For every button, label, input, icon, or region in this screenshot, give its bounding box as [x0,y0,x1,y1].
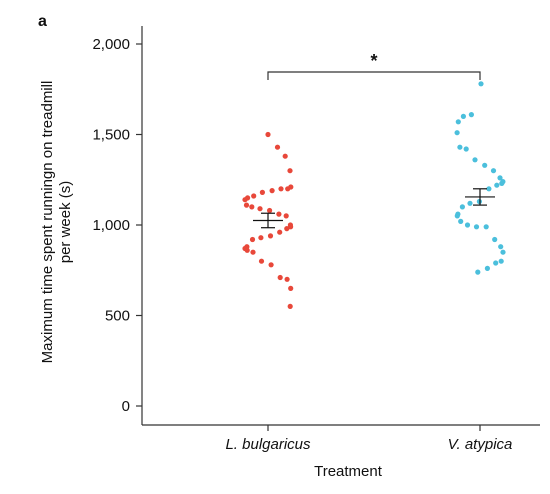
data-point [457,144,463,150]
y-axis: 0 500 1,000 1,500 2,000 [92,26,143,425]
data-point [276,211,282,217]
data-point [482,162,488,168]
data-point [250,249,256,255]
data-point [464,222,471,228]
data-point [483,224,489,230]
data-point [492,236,498,243]
significance-bracket: * [267,51,481,80]
data-point [277,274,283,281]
data-point [467,200,473,206]
data-point [288,285,294,291]
data-point [257,206,263,212]
data-point [459,204,465,210]
data-point [486,186,492,192]
data-point [484,265,490,271]
data-point [277,229,283,235]
data-point [499,180,505,186]
data-point [498,244,504,250]
data-point [473,224,480,230]
data-point [265,131,271,138]
y-ticks: 0 500 1,000 1,500 2,000 [92,36,142,415]
data-point [458,218,464,224]
data-point [258,258,265,264]
y-tick-label: 2,000 [92,36,130,53]
y-axis-title-line-1: Maximum time spent runningn on treadmill [39,81,56,364]
y-axis-title-line-2: per week (s) [57,181,74,264]
data-point [258,235,264,241]
data-point [284,226,290,232]
data-point [283,213,289,219]
data-point [454,130,460,136]
significance-marker: * [370,51,377,71]
data-point [490,168,497,174]
data-point [268,262,274,268]
data-point [259,189,265,195]
data-point [460,113,466,119]
data-point [497,175,503,181]
panel-label: a [38,13,47,30]
data-point [249,204,255,210]
data-point [282,153,288,159]
data-point [500,249,506,255]
data-point [493,260,499,266]
data-point [284,276,290,282]
bracket-line [267,71,481,80]
data-point [274,144,281,150]
x-tick-label: L. bulgaricus [225,436,311,453]
data-point [244,247,250,253]
y-tick-label: 0 [122,398,130,415]
data-point [242,197,248,203]
data-point [287,303,293,309]
data-point [498,258,504,264]
group-v-atypica [454,81,506,275]
data-point [278,186,284,192]
data-point [468,112,474,118]
y-tick-label: 1,500 [92,127,130,144]
data-point [267,233,274,239]
data-point [454,213,460,219]
data-point [251,193,257,199]
data-point [494,182,500,188]
x-axis-title: Treatment [314,463,383,480]
data-point [478,81,484,87]
y-tick-label: 500 [105,308,130,325]
y-tick-label: 1,000 [92,217,130,234]
x-tick-label: V. atypica [448,436,513,453]
x-axis: L. bulgaricus V. atypica [142,424,540,453]
data-point [267,207,273,214]
data-point [455,119,461,125]
data-point [269,188,275,194]
data-point [463,146,469,152]
group-l-bulgaricus [242,131,294,309]
data-groups [242,81,506,309]
data-point [243,202,250,208]
data-point [249,236,256,243]
y-axis-title: Maximum time spent runningn on treadmill… [39,81,74,364]
x-ticks: L. bulgaricus V. atypica [225,425,512,453]
data-point [472,157,478,163]
data-point [287,168,293,174]
data-point [475,269,481,275]
data-point [285,186,291,192]
